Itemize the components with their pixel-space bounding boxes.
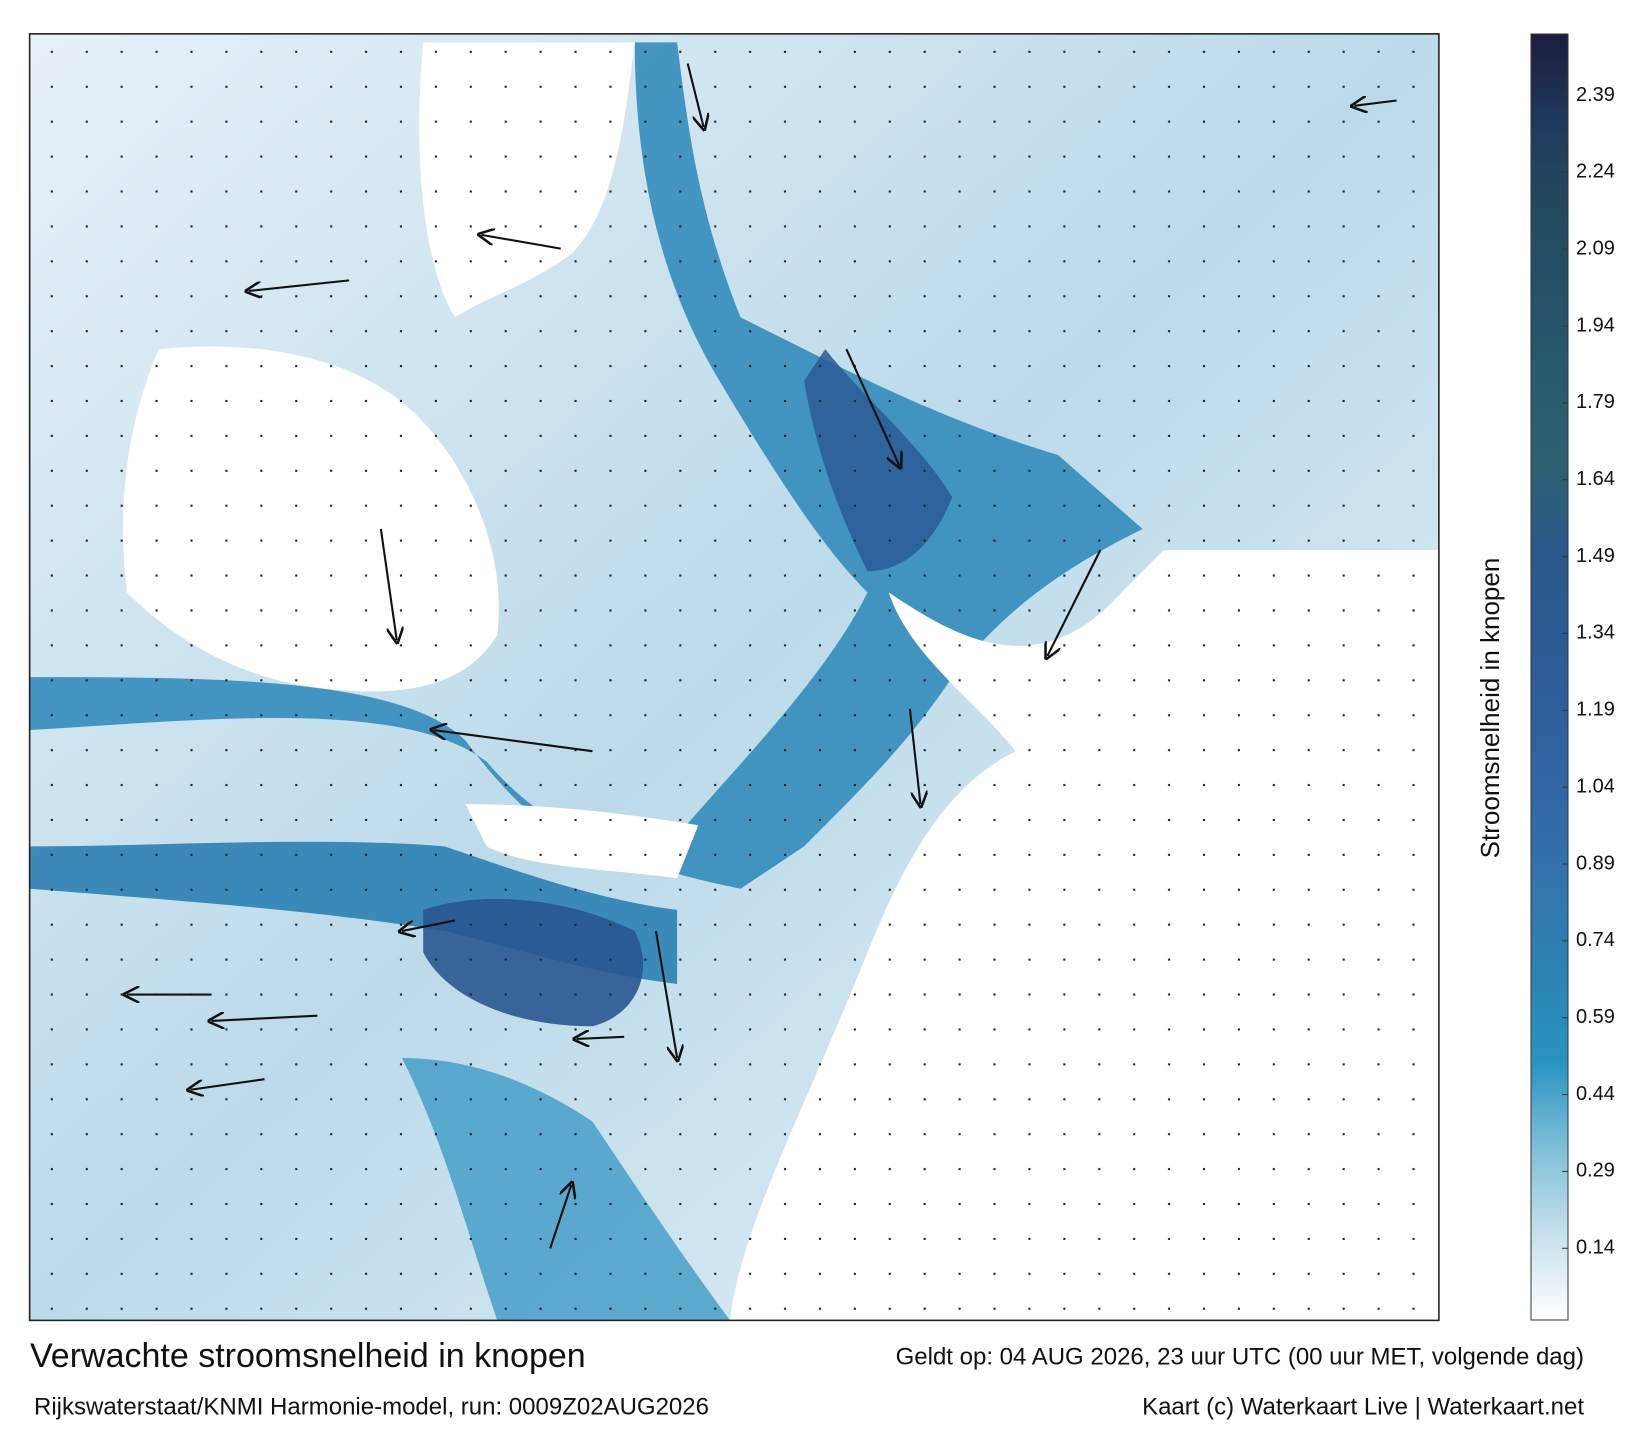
colorbar-tick-label: 1.49: [1576, 545, 1615, 567]
colorbar-tick-label: 1.79: [1576, 391, 1615, 413]
colorbar-tick-label: 0.74: [1576, 929, 1615, 951]
colorbar-tick-label: 0.89: [1576, 852, 1615, 874]
colorbar-tick-label: 2.24: [1576, 161, 1615, 183]
colorbar-tick-label: 1.64: [1576, 468, 1615, 490]
colorbar-tick-label: 0.44: [1576, 1083, 1615, 1105]
colorbar: 0.14 0.29 0.44 0.59 0.74 0.89 1.04 1.19 1.34 1.49…: [1530, 33, 1615, 1321]
colorbar-tick-label: 1.04: [1576, 775, 1615, 797]
title: Verwachte stroomsnelheid in knopen: [30, 1337, 586, 1375]
source: Rijkswaterstaat/KNMI Harmonie-model, run…: [34, 1393, 709, 1420]
colorbar-tick-label: 2.39: [1576, 84, 1615, 106]
colorbar-tick-label: 0.29: [1576, 1160, 1615, 1182]
colorbar-label: Stroomsnelheid in knopen: [1475, 558, 1505, 859]
zero-current-dots: [29, 33, 1439, 1321]
colorbar-tick-label: 0.14: [1576, 1237, 1615, 1259]
colorbar-ramp: [1530, 33, 1569, 1321]
map-frame: [28, 33, 1440, 1322]
valid-time: Geldt op: 04 AUG 2026, 23 uur UTC (00 uu…: [896, 1343, 1584, 1370]
colorbar-tick-label: 0.59: [1576, 1006, 1615, 1028]
colorbar-tick-label: 1.34: [1576, 622, 1615, 644]
credit: Kaart (c) Waterkaart Live | Waterkaart.n…: [1142, 1393, 1584, 1420]
colorbar-tick-label: 1.19: [1576, 699, 1615, 721]
colorbar-tick-label: 1.94: [1576, 314, 1615, 336]
map: [28, 33, 1440, 1322]
colorbar-tick-label: 2.09: [1576, 237, 1615, 259]
current-arrows: [127, 63, 1397, 1249]
